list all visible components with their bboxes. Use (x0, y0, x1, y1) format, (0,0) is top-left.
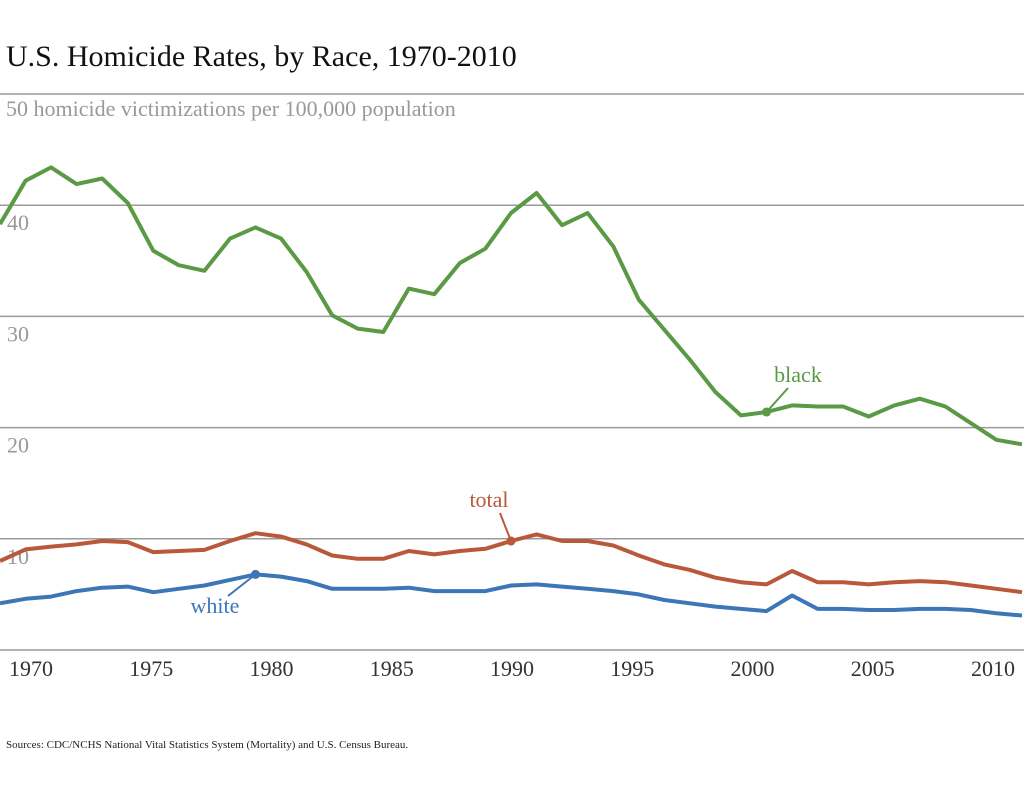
x-tick-label: 1975 (129, 656, 173, 681)
y-axis-label: 50 homicide victimizations per 100,000 p… (6, 96, 456, 121)
x-tick-label: 2010 (971, 656, 1015, 681)
series-line-white (0, 572, 1023, 618)
series-label-leader-white (227, 573, 257, 597)
series-label-leader-total (499, 512, 512, 542)
y-tick-label: 40 (7, 210, 29, 235)
y-tick-label: 30 (7, 321, 29, 346)
x-tick-label: 2005 (851, 656, 895, 681)
y-tick-label: 20 (7, 433, 29, 458)
series-label-marker-total (506, 536, 516, 546)
x-tick-label: 1980 (250, 656, 294, 681)
x-tick-label: 1990 (490, 656, 534, 681)
x-tick-label: 1970 (9, 656, 53, 681)
series-label-marker-white (251, 569, 260, 579)
source-note: Sources: CDC/NCHS National Vital Statist… (6, 739, 409, 751)
series-label-black: black (774, 362, 822, 387)
x-tick-label: 2000 (731, 656, 775, 681)
series-label-white: white (191, 593, 240, 618)
series-label-total: total (469, 487, 508, 512)
x-tick-label: 1985 (370, 656, 414, 681)
x-tick-label: 1995 (610, 656, 654, 681)
chart-title: U.S. Homicide Rates, by Race, 1970-2010 (6, 40, 517, 73)
series-label-leader-black (765, 387, 789, 413)
series-line-black (0, 165, 1023, 447)
series-label-marker-black (762, 407, 771, 417)
